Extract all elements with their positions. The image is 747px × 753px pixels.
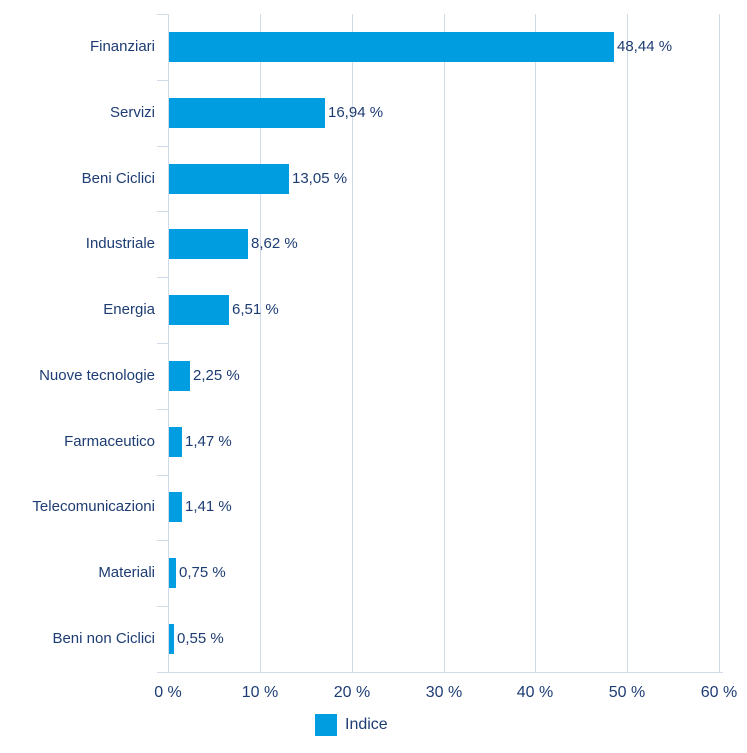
y-axis-tick bbox=[157, 475, 168, 476]
bar bbox=[169, 98, 325, 128]
x-tick-label: 40 % bbox=[516, 684, 554, 701]
y-axis-tick bbox=[157, 343, 168, 344]
category-label: Servizi bbox=[109, 104, 155, 121]
y-axis-tick bbox=[157, 409, 168, 410]
y-axis-tick bbox=[157, 80, 168, 81]
legend-swatch-indice bbox=[315, 714, 337, 736]
value-label: 16,94 % bbox=[328, 104, 384, 121]
value-label: 13,05 % bbox=[292, 170, 348, 187]
value-label: 8,62 % bbox=[251, 235, 298, 252]
value-label: 0,75 % bbox=[179, 564, 226, 581]
bar bbox=[169, 558, 176, 588]
bar bbox=[169, 229, 248, 259]
value-label: 6,51 % bbox=[232, 301, 279, 318]
x-tick-label: 30 % bbox=[425, 684, 463, 701]
x-tick-label: 20 % bbox=[333, 684, 371, 701]
value-label: 2,25 % bbox=[193, 367, 240, 384]
category-label: Materiali bbox=[98, 564, 155, 581]
gridline-30 bbox=[444, 14, 445, 672]
category-label: Beni Ciclici bbox=[81, 170, 155, 187]
x-tick-label: 10 % bbox=[241, 684, 279, 701]
x-tick-label: 50 % bbox=[608, 684, 646, 701]
bar bbox=[169, 361, 190, 391]
legend: Indice bbox=[315, 714, 388, 736]
gridline-10 bbox=[260, 14, 261, 672]
value-label: 0,55 % bbox=[177, 630, 224, 647]
y-axis-tick bbox=[157, 606, 168, 607]
category-label: Industriale bbox=[85, 235, 155, 252]
category-label: Farmaceutico bbox=[64, 433, 155, 450]
value-label: 48,44 % bbox=[617, 38, 673, 55]
category-label: Nuove tecnologie bbox=[39, 367, 155, 384]
y-axis-tick bbox=[157, 146, 168, 147]
value-label: 1,41 % bbox=[185, 498, 232, 515]
bar bbox=[169, 32, 614, 62]
gridline-50 bbox=[627, 14, 628, 672]
gridline-40 bbox=[535, 14, 536, 672]
x-tick-label: 0 % bbox=[154, 684, 182, 701]
x-axis-line bbox=[157, 672, 723, 673]
y-axis-tick bbox=[157, 277, 168, 278]
value-label: 1,47 % bbox=[185, 433, 232, 450]
y-axis-tick bbox=[157, 211, 168, 212]
bar bbox=[169, 624, 174, 654]
category-label: Energia bbox=[103, 301, 155, 318]
category-label: Finanziari bbox=[89, 38, 155, 55]
legend-label: Indice bbox=[345, 716, 388, 733]
bar bbox=[169, 295, 229, 325]
category-label: Telecomunicazioni bbox=[32, 498, 155, 515]
y-axis-tick bbox=[157, 540, 168, 541]
x-tick-label: 60 % bbox=[700, 684, 738, 701]
category-label: Beni non Ciclici bbox=[52, 630, 155, 647]
gridline-20 bbox=[352, 14, 353, 672]
gridline-60 bbox=[719, 14, 720, 672]
bar bbox=[169, 164, 289, 194]
y-axis-line bbox=[168, 14, 169, 672]
bar bbox=[169, 427, 182, 457]
y-axis-tick bbox=[157, 14, 168, 15]
bar bbox=[169, 492, 182, 522]
